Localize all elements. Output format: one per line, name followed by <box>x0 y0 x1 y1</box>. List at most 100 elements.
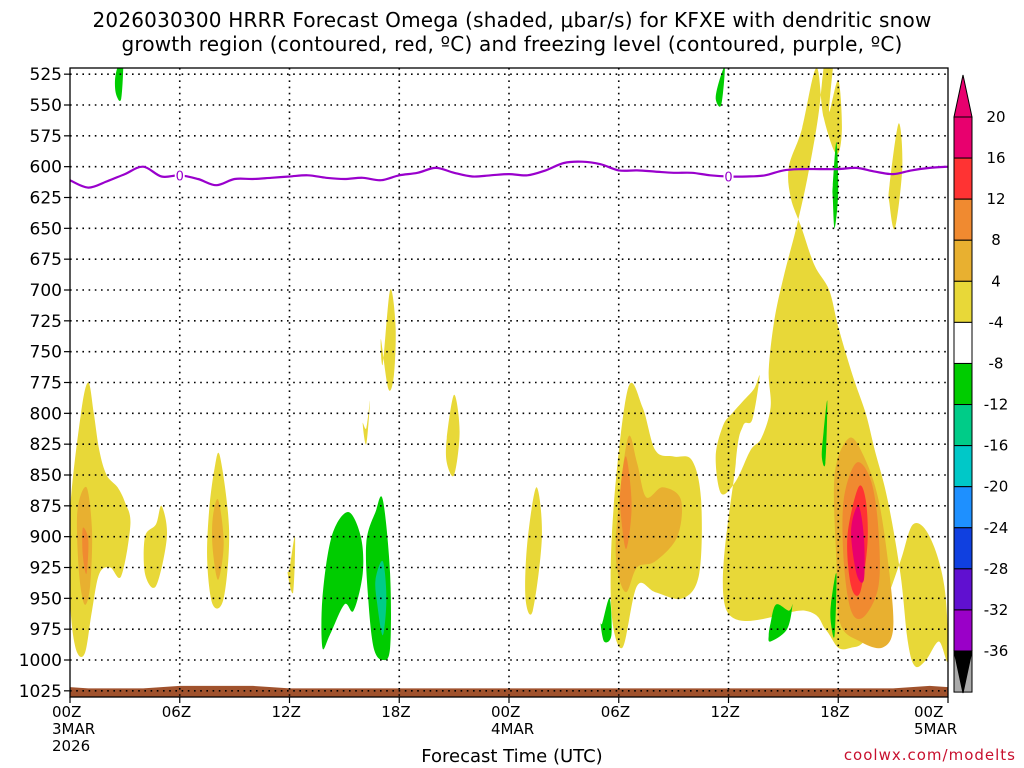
omega-region-6 <box>287 536 296 594</box>
site-credit[interactable]: coolwx.com/modelts <box>843 746 1016 764</box>
colorbar-swatch-1 <box>953 157 973 200</box>
omega-region-25 <box>888 123 903 230</box>
colorbar-arrow-down <box>953 650 973 694</box>
omega-region-18 <box>715 68 725 107</box>
y-tick-label: 725 <box>30 312 62 332</box>
y-tick-label: 850 <box>30 466 62 486</box>
colorbar-level-label-8: -16 <box>984 437 1009 455</box>
freezing-level-label-bg-1 <box>723 168 734 184</box>
colorbar-level-label-12: -32 <box>984 601 1009 619</box>
colorbar-swatch-6 <box>953 362 973 406</box>
y-tick-label: 775 <box>30 374 62 394</box>
colorbar-level-label-1: 16 <box>986 149 1005 167</box>
x-tick-label-3: 18Z <box>381 703 411 721</box>
axes-layer: 525 550 575 600 625 650 675 700 725 750 775 800 825 8… <box>19 65 949 703</box>
colorbar-swatch-4 <box>953 280 973 323</box>
colorbar-swatch-5 <box>953 321 973 364</box>
omega-region-15 <box>615 435 683 593</box>
omega-region-29 <box>768 603 793 642</box>
omega-region-9 <box>445 394 460 477</box>
y-tick-label: 900 <box>30 528 62 548</box>
colorbar-swatch-11 <box>953 568 973 611</box>
colorbar-level-label-11: -28 <box>984 560 1009 578</box>
grid-layer <box>70 68 948 697</box>
y-tick-label: 800 <box>30 404 62 424</box>
colorbar: 20 16 12 8 4 -4 -8 -12 -16 -20 -24 -28 -32 -36 <box>953 74 1009 694</box>
y-tick-label: 1000 <box>19 651 62 671</box>
colorbar-arrow-up <box>953 74 973 118</box>
omega-region-8 <box>362 400 370 445</box>
colorbar-level-label-0: 20 <box>986 108 1005 126</box>
colorbar-swatch-8 <box>953 445 973 488</box>
x-tick-label-6: 12Z <box>710 703 740 721</box>
omega-shading-layer <box>70 68 948 668</box>
y-tick-label: 575 <box>30 127 62 147</box>
colorbar-level-label-10: -24 <box>984 519 1009 537</box>
omega-region-27 <box>821 400 828 467</box>
freezing-level-label-bg-0 <box>174 167 185 183</box>
x-tick-label-7: 18Z <box>820 703 850 721</box>
freezing-level-label-0: 0 <box>176 169 184 184</box>
y-tick-label: 950 <box>30 589 62 609</box>
colorbar-swatch-3 <box>953 239 973 282</box>
colorbar-level-label-6: -8 <box>989 354 1004 372</box>
y-tick-label: 1025 <box>19 682 62 702</box>
y-tick-label: 625 <box>30 189 62 209</box>
y-tick-label: 675 <box>30 250 62 270</box>
omega-region-3 <box>143 505 168 588</box>
omega-region-28 <box>830 573 837 638</box>
omega-region-7 <box>380 289 396 391</box>
omega-region-20 <box>715 68 948 668</box>
y-tick-label: 650 <box>30 219 62 239</box>
y-tick-label: 550 <box>30 96 62 116</box>
colorbar-level-label-2: 12 <box>986 190 1005 208</box>
freezing-level-line <box>69 160 949 189</box>
x-tick-sub2-0: 2026 <box>52 737 91 755</box>
x-tick-label-8: 00Z <box>914 703 944 721</box>
y-tick-label: 750 <box>30 343 62 363</box>
x-tick-label-0: 00Z <box>52 703 82 721</box>
x-tick-sub-4: 4MAR <box>491 720 535 738</box>
omega-region-19 <box>114 68 124 102</box>
omega-region-24 <box>851 505 865 583</box>
x-axis-title: Forecast Time (UTC) <box>421 746 603 767</box>
omega-region-10 <box>525 487 542 615</box>
freezing-level-label-1: 0 <box>724 171 732 186</box>
colorbar-swatch-10 <box>953 527 973 570</box>
y-tick-label: 600 <box>30 158 62 178</box>
y-tick-label: 975 <box>30 620 62 640</box>
x-tick-label-2: 12Z <box>271 703 301 721</box>
chart-title-line-1: 2026030300 HRRR Forecast Omega (shaded, … <box>92 8 932 32</box>
colorbar-level-label-9: -20 <box>984 478 1009 496</box>
y-tick-label: 825 <box>30 435 62 455</box>
colorbar-swatch-7 <box>953 404 973 447</box>
colorbar-level-label-4: 4 <box>991 272 1001 290</box>
omega-region-5 <box>212 498 224 580</box>
x-tick-label-4: 00Z <box>491 703 521 721</box>
omega-region-11 <box>321 512 364 650</box>
omega-region-17 <box>600 598 612 643</box>
colorbar-swatch-0 <box>953 116 973 159</box>
y-tick-label: 525 <box>30 65 62 85</box>
y-tick-label: 875 <box>30 497 62 517</box>
colorbar-swatch-12 <box>953 609 973 652</box>
y-tick-label: 700 <box>30 281 62 301</box>
colorbar-swatch-9 <box>953 486 973 529</box>
omega-region-2 <box>82 527 89 574</box>
y-tick-label: 925 <box>30 559 62 579</box>
x-tick-sub-8: 5MAR <box>914 720 958 738</box>
chart-title-line-2: growth region (contoured, red, ºC) and f… <box>121 32 903 56</box>
omega-region-16 <box>619 456 632 550</box>
colorbar-level-label-3: 8 <box>991 231 1001 249</box>
colorbar-level-label-7: -12 <box>984 396 1009 414</box>
x-tick-label-1: 06Z <box>161 703 192 721</box>
x-tick-label-5: 06Z <box>600 703 631 721</box>
colorbar-level-label-13: -36 <box>984 642 1009 660</box>
omega-regions <box>70 68 948 668</box>
colorbar-swatch-2 <box>953 198 973 241</box>
x-tick-sub-0: 3MAR <box>52 720 96 738</box>
colorbar-level-label-5: -4 <box>989 313 1004 331</box>
omega-region-26 <box>832 141 839 229</box>
